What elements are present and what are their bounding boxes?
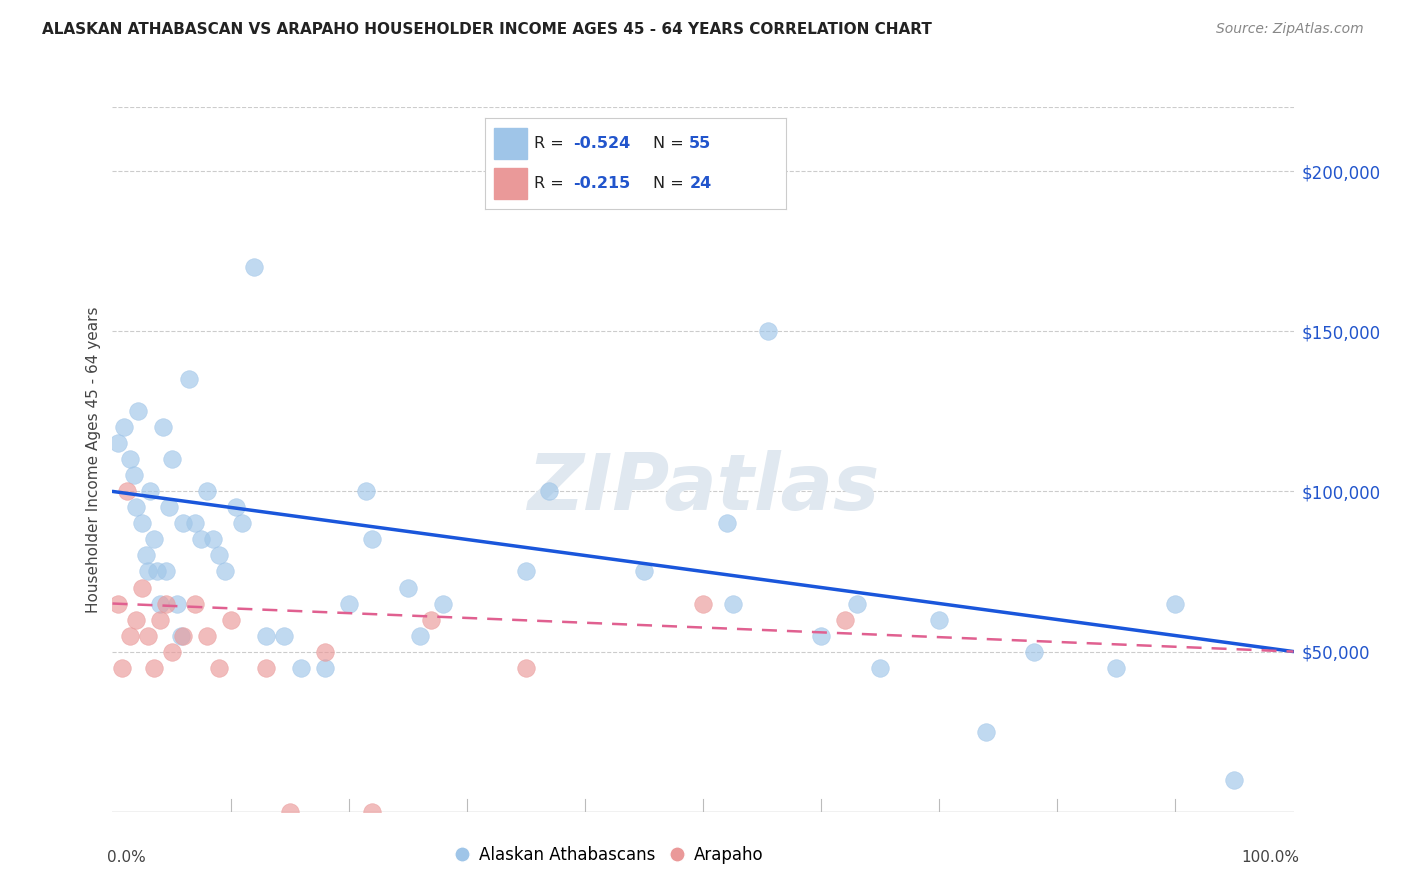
Point: [243, 260, 266, 275]
Point: [125, 500, 148, 515]
Point: [515, 565, 537, 579]
Point: [122, 468, 145, 483]
Point: [1223, 772, 1246, 787]
Point: [136, 565, 159, 579]
Point: [184, 516, 207, 531]
Point: [214, 565, 236, 579]
Point: [420, 613, 443, 627]
Point: [166, 597, 188, 611]
Point: [120, 452, 142, 467]
Text: Source: ZipAtlas.com: Source: ZipAtlas.com: [1216, 22, 1364, 37]
Point: [172, 516, 194, 531]
Point: [135, 549, 157, 563]
Point: [515, 660, 537, 674]
Point: [160, 644, 183, 658]
Point: [254, 660, 277, 674]
Point: [149, 597, 172, 611]
Point: [160, 452, 183, 467]
Point: [716, 516, 738, 531]
Point: [219, 613, 242, 627]
Point: [131, 516, 153, 531]
Point: [928, 613, 950, 627]
Point: [149, 613, 172, 627]
Point: [396, 581, 419, 595]
Point: [195, 628, 218, 642]
Point: [208, 660, 231, 674]
Point: [155, 597, 177, 611]
Point: [356, 484, 378, 499]
Point: [231, 516, 253, 531]
Point: [107, 436, 129, 450]
Point: [361, 805, 384, 819]
Point: [756, 324, 779, 338]
Point: [432, 597, 454, 611]
Point: [120, 628, 142, 642]
Legend: Alaskan Athabascans, Arapaho: Alaskan Athabascans, Arapaho: [447, 839, 770, 871]
Point: [538, 484, 561, 499]
Point: [976, 724, 998, 739]
Point: [834, 613, 856, 627]
Point: [201, 533, 224, 547]
Point: [254, 628, 277, 642]
Point: [810, 628, 832, 642]
Point: [142, 660, 165, 674]
Point: [721, 597, 744, 611]
Point: [361, 533, 384, 547]
Point: [155, 565, 177, 579]
Point: [869, 660, 891, 674]
Point: [225, 500, 247, 515]
Text: 0.0%: 0.0%: [107, 850, 145, 865]
Point: [172, 628, 194, 642]
Point: [170, 628, 193, 642]
Text: 100.0%: 100.0%: [1241, 850, 1299, 865]
Point: [142, 533, 165, 547]
Point: [112, 420, 135, 434]
Point: [208, 549, 231, 563]
Point: [314, 644, 336, 658]
Point: [136, 628, 159, 642]
Point: [131, 581, 153, 595]
Point: [152, 420, 174, 434]
Point: [195, 484, 218, 499]
Y-axis label: Householder Income Ages 45 - 64 years: Householder Income Ages 45 - 64 years: [86, 306, 101, 613]
Point: [1022, 644, 1045, 658]
Point: [337, 597, 360, 611]
Point: [633, 565, 655, 579]
Point: [314, 660, 336, 674]
Point: [127, 404, 149, 418]
Point: [845, 597, 868, 611]
Point: [111, 660, 134, 674]
Point: [692, 597, 714, 611]
Point: [139, 484, 162, 499]
Point: [190, 533, 212, 547]
Point: [408, 628, 430, 642]
Point: [157, 500, 180, 515]
Point: [1105, 660, 1128, 674]
Point: [184, 597, 207, 611]
Point: [125, 613, 148, 627]
Point: [115, 484, 138, 499]
Point: [146, 565, 169, 579]
Point: [179, 372, 201, 386]
Text: ALASKAN ATHABASCAN VS ARAPAHO HOUSEHOLDER INCOME AGES 45 - 64 YEARS CORRELATION : ALASKAN ATHABASCAN VS ARAPAHO HOUSEHOLDE…: [42, 22, 932, 37]
Point: [273, 628, 295, 642]
Point: [1164, 597, 1187, 611]
Text: ZIPatlas: ZIPatlas: [527, 450, 879, 525]
Point: [290, 660, 312, 674]
Point: [107, 597, 129, 611]
Point: [278, 805, 301, 819]
